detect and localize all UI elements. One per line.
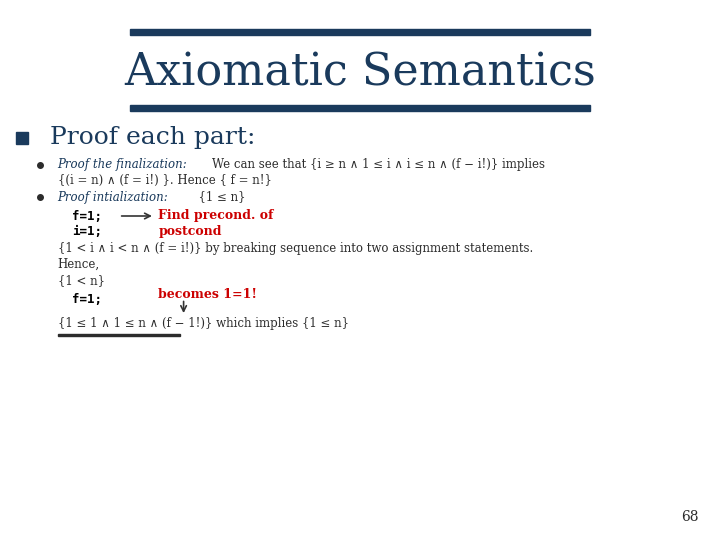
Text: {1 < n}: {1 < n} [58, 274, 104, 287]
Text: f=1;: f=1; [72, 210, 102, 222]
Text: We can see that {i ≥ n ∧ 1 ≤ i ∧ i ≤ n ∧ (f − i!)} implies: We can see that {i ≥ n ∧ 1 ≤ i ∧ i ≤ n ∧… [212, 158, 546, 171]
FancyBboxPatch shape [58, 334, 180, 336]
Text: Find precond. of: Find precond. of [158, 210, 274, 222]
FancyBboxPatch shape [130, 29, 590, 35]
Text: {1 ≤ n}: {1 ≤ n} [191, 191, 246, 204]
Text: becomes 1=1!: becomes 1=1! [158, 288, 258, 301]
FancyBboxPatch shape [130, 105, 590, 111]
Text: Proof the finalization:: Proof the finalization: [58, 158, 187, 171]
Text: {(i = n) ∧ (f = i!) }. Hence { f = n!}: {(i = n) ∧ (f = i!) }. Hence { f = n!} [58, 174, 271, 187]
Text: Proof each part:: Proof each part: [50, 126, 256, 149]
Text: postcond: postcond [158, 225, 222, 238]
Text: Axiomatic Semantics: Axiomatic Semantics [124, 51, 596, 94]
Text: f=1;: f=1; [72, 293, 102, 306]
Text: {1 < i ∧ i < n ∧ (f = i!)} by breaking sequence into two assignment statements.: {1 < i ∧ i < n ∧ (f = i!)} by breaking s… [58, 242, 533, 255]
Text: 68: 68 [681, 510, 698, 524]
Text: {1 ≤ 1 ∧ 1 ≤ n ∧ (f − 1!)} which implies {1 ≤ n}: {1 ≤ 1 ∧ 1 ≤ n ∧ (f − 1!)} which implies… [58, 318, 348, 330]
Text: Hence,: Hence, [58, 258, 100, 271]
Text: i=1;: i=1; [72, 225, 102, 238]
Text: Proof intialization:: Proof intialization: [58, 191, 168, 204]
